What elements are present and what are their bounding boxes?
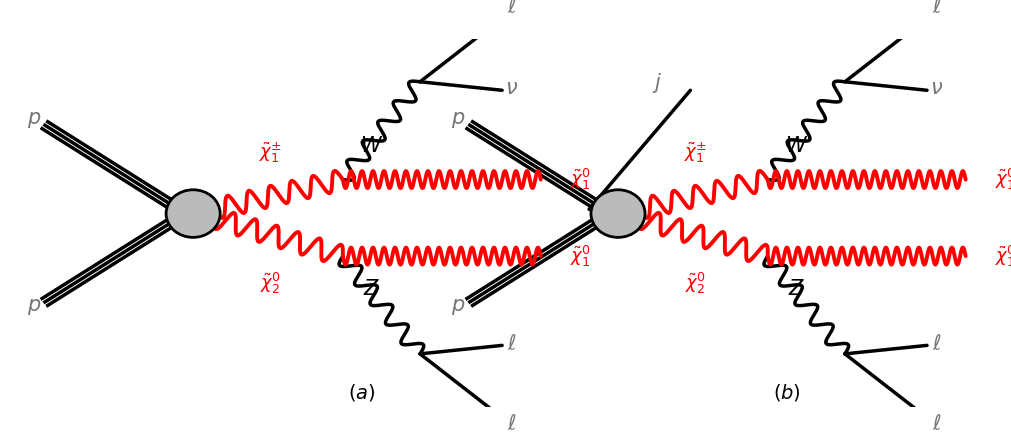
Text: $\tilde{\chi}_2^{0}$: $\tilde{\chi}_2^{0}$	[684, 271, 705, 296]
Text: $\tilde{\chi}_1^{0}$: $\tilde{\chi}_1^{0}$	[994, 244, 1011, 269]
Text: $\tilde{\chi}_1^{0}$: $\tilde{\chi}_1^{0}$	[569, 167, 590, 192]
Text: $p$: $p$	[26, 110, 40, 130]
Text: $\nu$: $\nu$	[929, 79, 942, 98]
Text: $(a)$: $(a)$	[348, 381, 375, 403]
Text: $\tilde{\chi}_1^{0}$: $\tilde{\chi}_1^{0}$	[569, 244, 590, 269]
Text: $\tilde{\chi}_1^{0}$: $\tilde{\chi}_1^{0}$	[994, 167, 1011, 192]
Text: $\tilde{\chi}_1^{\pm}$: $\tilde{\chi}_1^{\pm}$	[259, 140, 281, 165]
Text: $p$: $p$	[451, 297, 465, 317]
Text: $\ell$: $\ell$	[507, 334, 516, 354]
Text: $\nu$: $\nu$	[504, 79, 518, 98]
Ellipse shape	[166, 190, 220, 238]
Text: $p$: $p$	[451, 110, 465, 130]
Text: $\ell$: $\ell$	[931, 0, 940, 17]
Text: $j$: $j$	[651, 71, 661, 95]
Text: $(b)$: $(b)$	[772, 381, 800, 403]
Text: $\ell$: $\ell$	[931, 334, 940, 354]
Text: $W$: $W$	[785, 136, 808, 156]
Text: $Z$: $Z$	[788, 279, 805, 299]
Text: $p$: $p$	[26, 297, 40, 317]
Text: $\ell$: $\ell$	[507, 413, 516, 432]
Text: $\tilde{\chi}_1^{\pm}$: $\tilde{\chi}_1^{\pm}$	[683, 140, 706, 165]
Text: $\tilde{\chi}_2^{0}$: $\tilde{\chi}_2^{0}$	[260, 271, 280, 296]
Text: $W$: $W$	[360, 136, 383, 156]
Ellipse shape	[590, 190, 644, 238]
Text: $Z$: $Z$	[363, 279, 380, 299]
Text: $\ell$: $\ell$	[931, 413, 940, 432]
Text: $\ell$: $\ell$	[507, 0, 516, 17]
